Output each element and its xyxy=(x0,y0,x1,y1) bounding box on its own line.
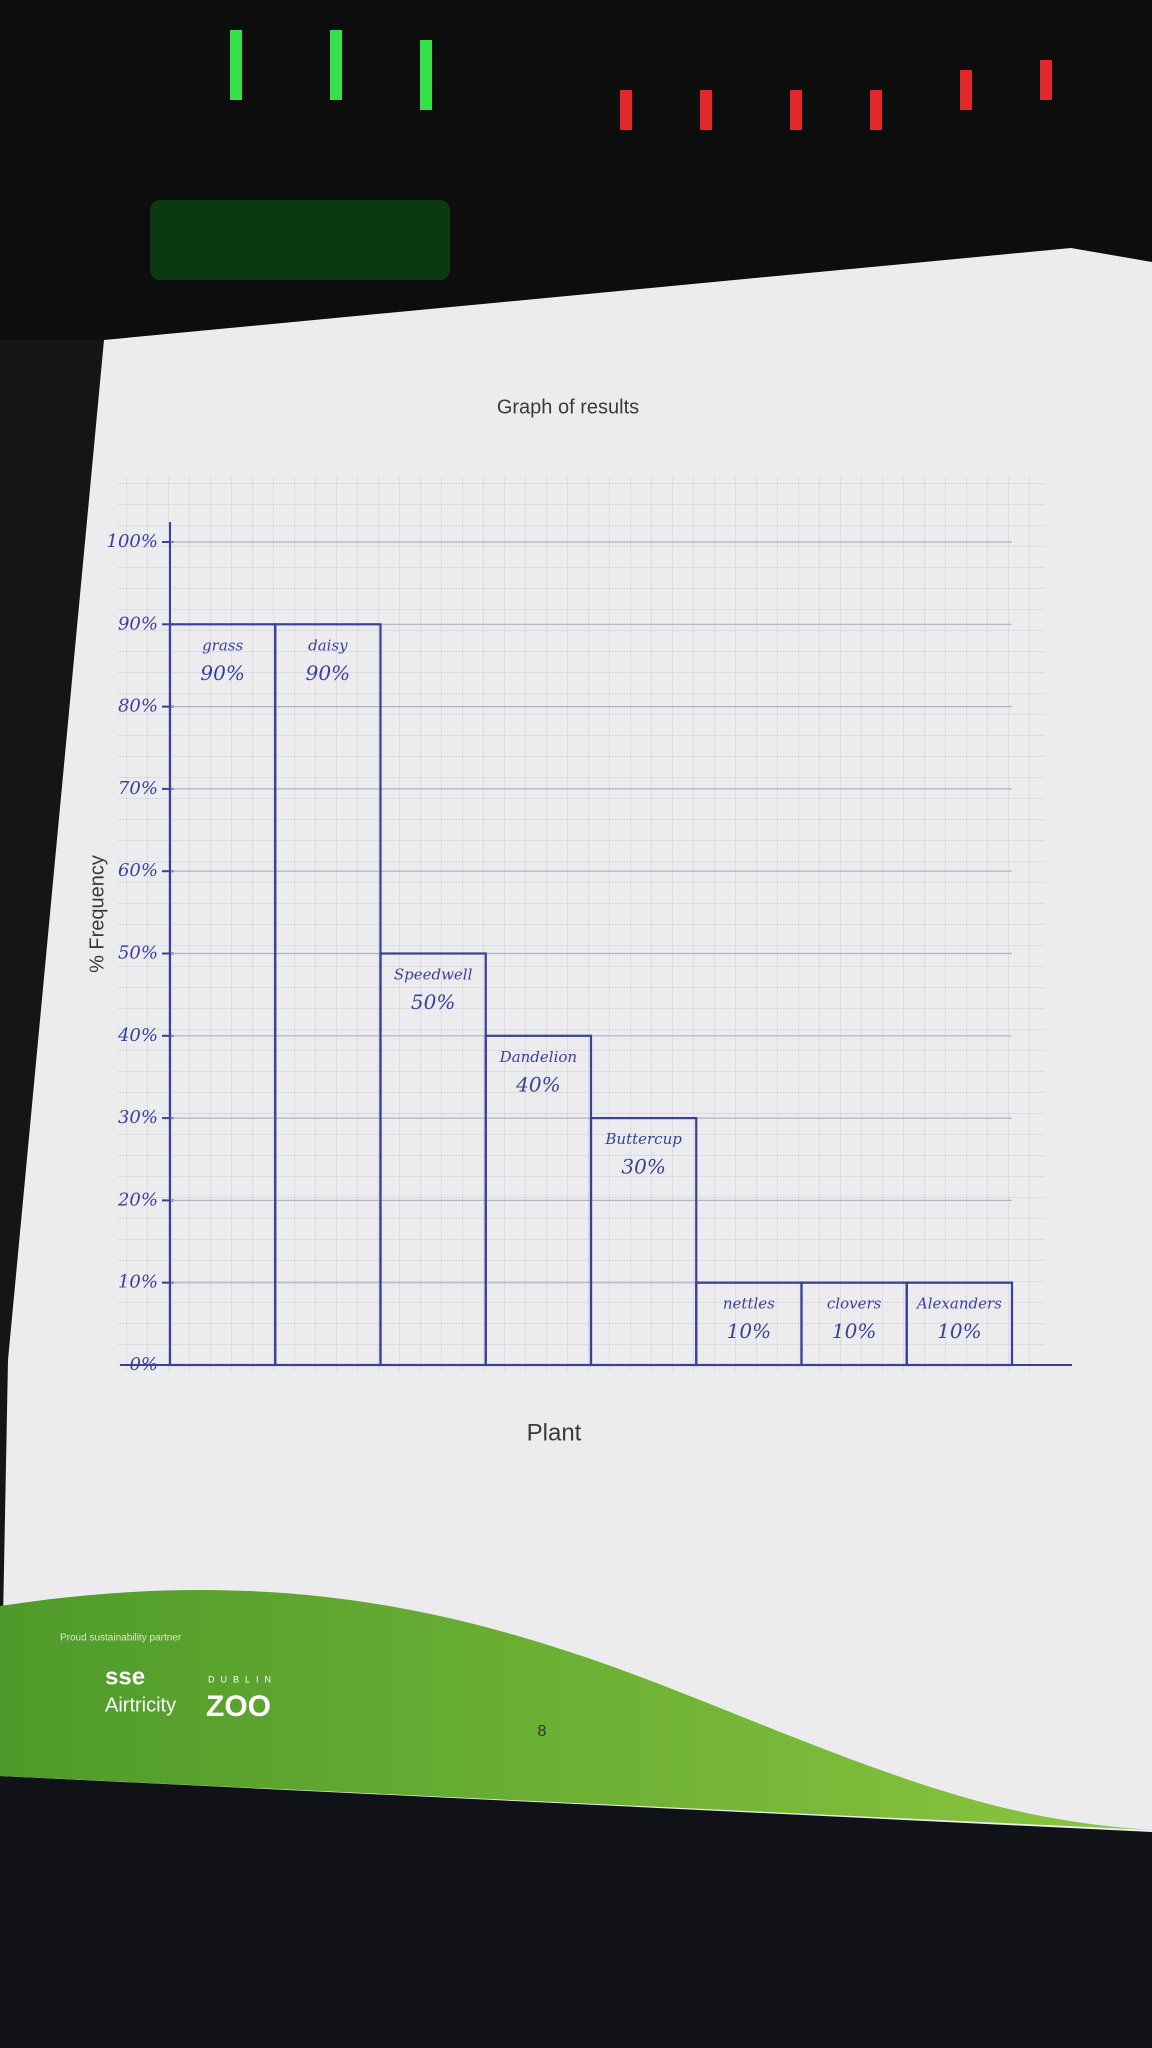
brand: sse xyxy=(105,1663,145,1690)
category-label: Buttercup xyxy=(604,1130,682,1148)
y-tick-label: 30% xyxy=(118,1107,158,1128)
value-label: 90% xyxy=(306,661,350,685)
value-label: 10% xyxy=(832,1319,876,1343)
category-label: clovers xyxy=(827,1295,882,1313)
footer-band xyxy=(0,1590,1152,1830)
desk xyxy=(0,1780,1152,2048)
value-label: 40% xyxy=(515,1072,560,1096)
y-tick-label: 20% xyxy=(117,1189,158,1210)
y-tick-label: 100% xyxy=(107,531,158,552)
y-tick-label: 60% xyxy=(118,860,158,881)
brand-sub: Airtricity xyxy=(105,1694,176,1716)
partner-text: Proud sustainability partner xyxy=(60,1633,182,1644)
bar xyxy=(589,1116,698,1367)
y-tick-label: 70% xyxy=(118,778,158,799)
category-label: Speedwell xyxy=(394,966,473,984)
value-label: 30% xyxy=(621,1155,665,1179)
value-label: 10% xyxy=(727,1319,771,1343)
plot: 0%10%20%30%40%50%60%70%80%90%100%grass90… xyxy=(107,522,1072,1375)
x-axis-label: Plant xyxy=(527,1419,582,1446)
value-label: 90% xyxy=(200,661,244,685)
key-glow xyxy=(150,30,1052,280)
bar xyxy=(905,1281,1014,1367)
y-tick-label: 90% xyxy=(118,613,158,634)
value-label: 10% xyxy=(937,1319,981,1343)
y-tick-label: 10% xyxy=(118,1272,158,1293)
y-tick-label: 80% xyxy=(118,696,158,717)
zoo: ZOO xyxy=(206,1690,271,1723)
category-label: grass xyxy=(202,636,243,654)
page-number: 8 xyxy=(538,1723,547,1740)
grid-paper xyxy=(118,477,1045,1371)
category-label: daisy xyxy=(308,636,348,654)
chart-title: Graph of results xyxy=(497,396,639,418)
category-label: nettles xyxy=(723,1295,775,1313)
y-tick-label: 50% xyxy=(118,943,158,964)
category-label: Alexanders xyxy=(915,1295,1002,1313)
value-label: 50% xyxy=(411,990,455,1014)
y-axis-label: % Frequency xyxy=(86,855,108,973)
category-label: Dandelion xyxy=(499,1048,577,1066)
y-tick-label: 40% xyxy=(117,1025,158,1046)
zoo-city: DUBLIN xyxy=(208,1674,277,1684)
